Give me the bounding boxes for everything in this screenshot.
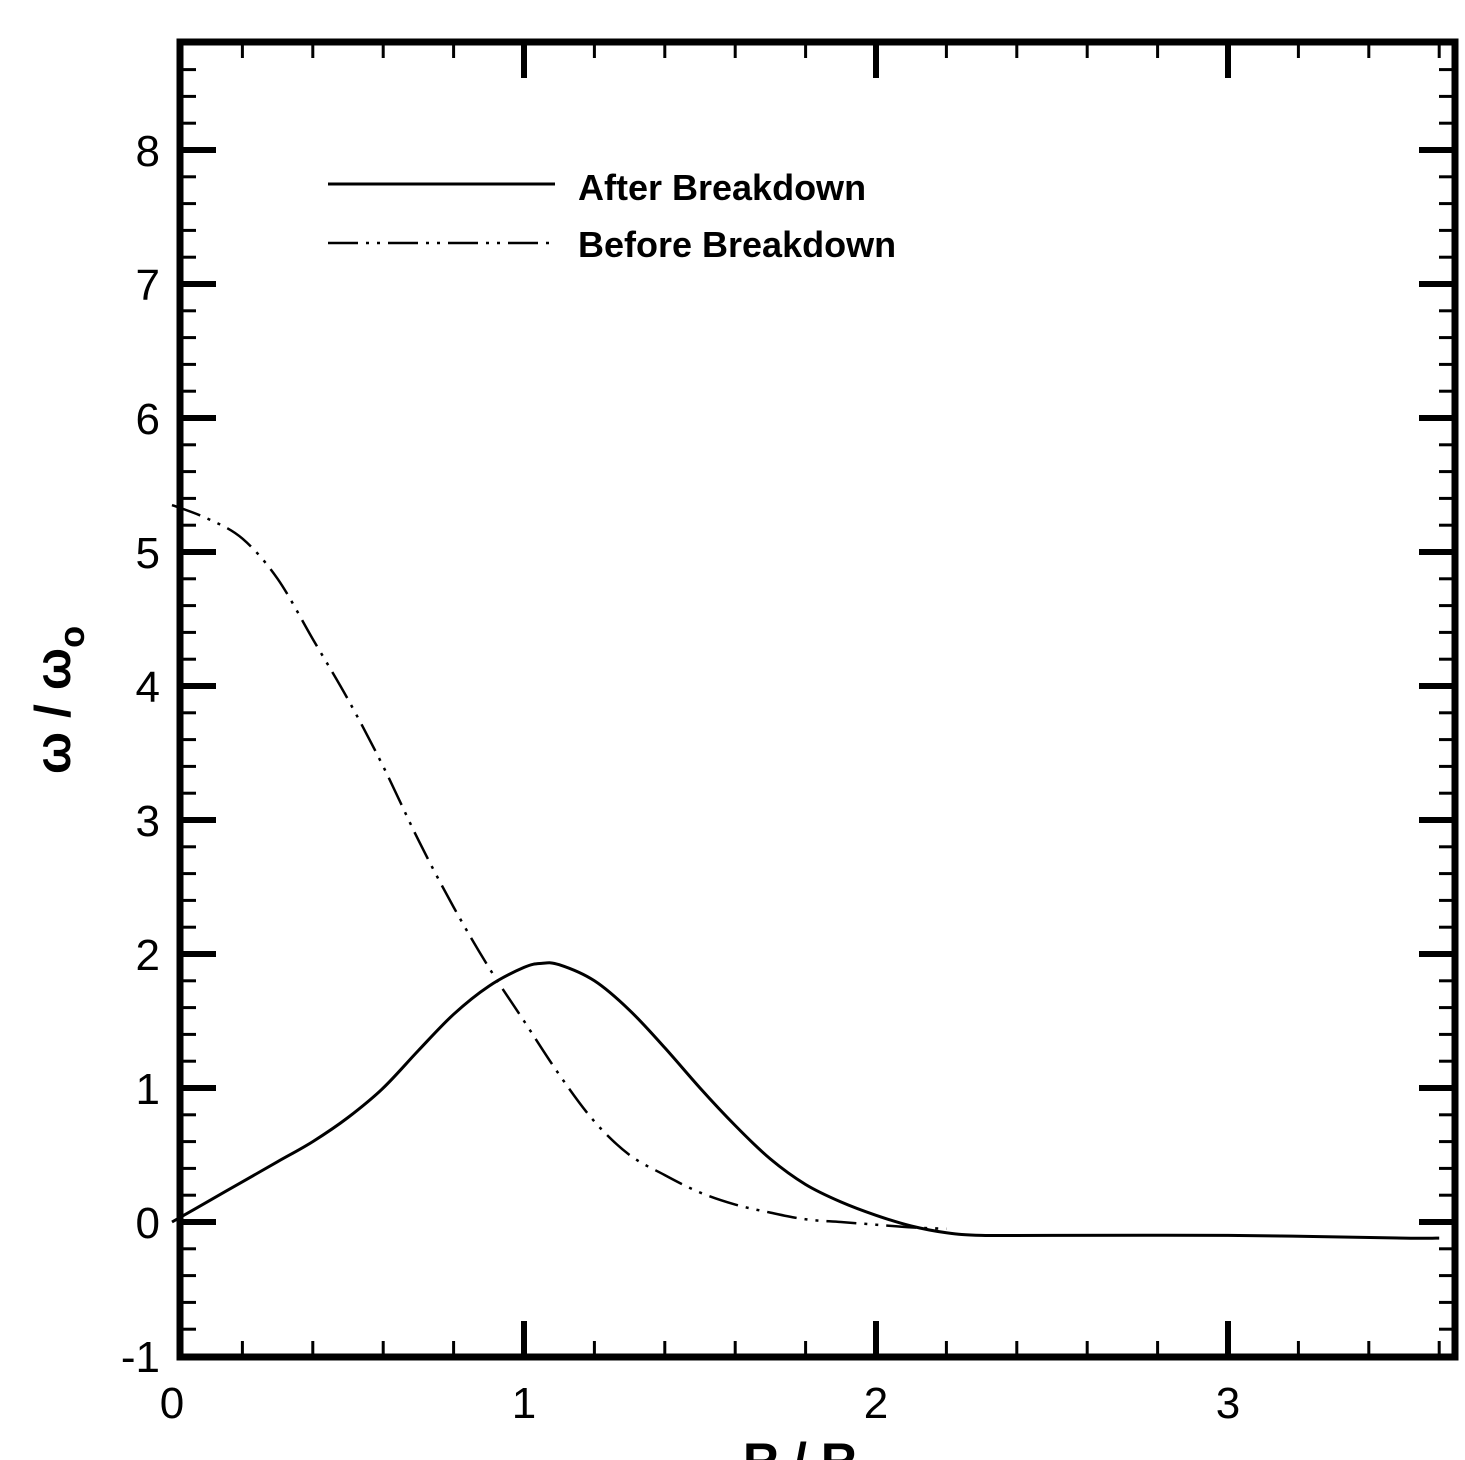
x-axis-label: R / R	[743, 1433, 857, 1460]
y-tick-label: 8	[136, 127, 160, 176]
x-tick-label: 1	[512, 1379, 536, 1428]
x-tick-label: 3	[1216, 1379, 1240, 1428]
legend: After Breakdown Before Breakdown	[328, 167, 896, 265]
plot-frame	[176, 38, 1459, 1361]
legend-label-after-breakdown: After Breakdown	[578, 167, 866, 208]
series-line-before-breakdown	[171, 503, 947, 1230]
y-tick-label: 0	[136, 1199, 160, 1248]
y-axis-label: ω / ωo	[25, 626, 92, 774]
series-line-after-breakdown	[171, 961, 1440, 1240]
legend-label-before-breakdown: Before Breakdown	[578, 224, 896, 265]
y-tick-label: 5	[136, 529, 160, 578]
y-tick-label: 2	[136, 931, 160, 980]
y-tick-label: 1	[136, 1065, 160, 1114]
y-axis-label-group: ω / ωo	[25, 626, 92, 774]
x-tick-label: 2	[864, 1379, 888, 1428]
y-tick-label: -1	[121, 1333, 160, 1382]
series-layer	[171, 503, 1440, 1240]
y-axis-label-main: ω / ω	[25, 648, 81, 774]
y-axis-label-subscript: o	[51, 626, 92, 648]
x-tick-label: 0	[160, 1379, 184, 1428]
y-tick-label: 6	[136, 395, 160, 444]
y-tick-label: 3	[136, 797, 160, 846]
y-tick-label: 7	[136, 261, 160, 310]
y-tick-label: 4	[136, 663, 160, 712]
